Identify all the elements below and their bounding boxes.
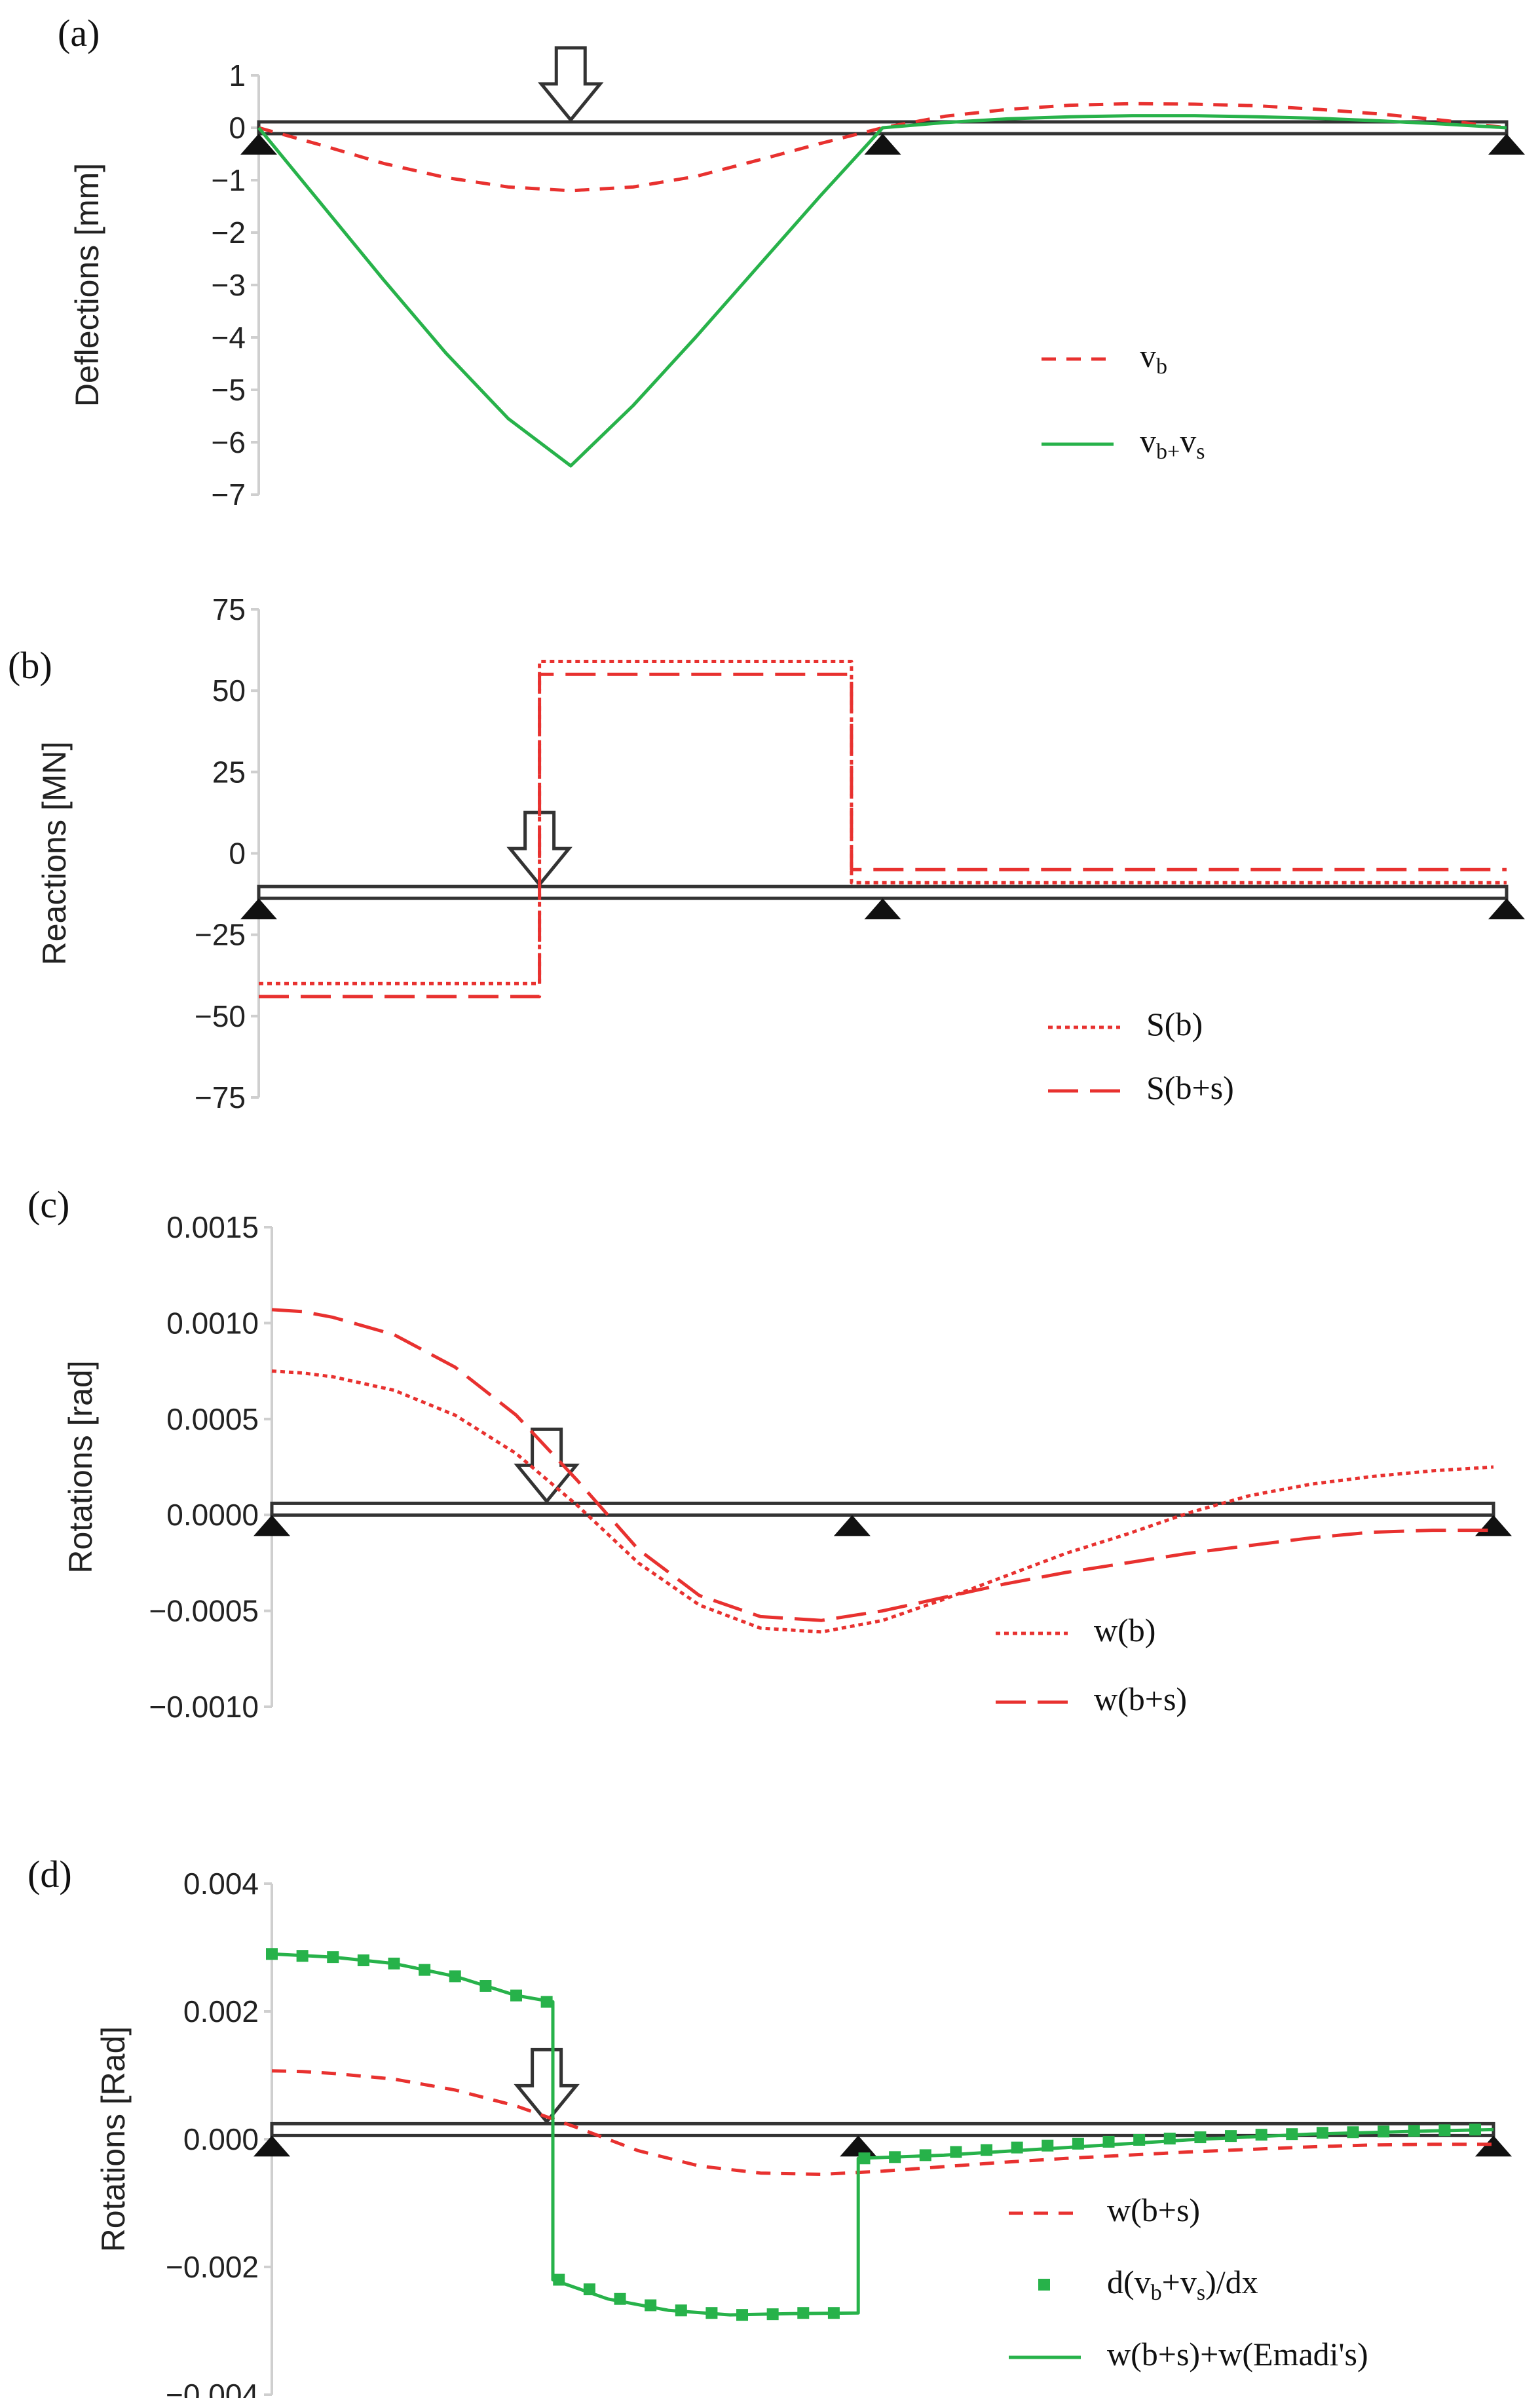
y-tick-label: −0.0005 [149,1594,259,1628]
y-tick-label: −4 [212,320,246,354]
legend-text: v [1140,423,1156,459]
y-tick-label: −50 [195,999,246,1033]
y-axis-label: Deflections [mm] [69,163,105,407]
panel-label: (c) [28,1183,69,1226]
legend-label: w(b+s) [1094,1681,1187,1717]
chart-panel-b: (b) 75 50 25 0 −25 −50 −75 Reactions [MN] S(b) S(b… [8,592,1525,1114]
support-triangle [840,2135,877,2157]
support-triangle [833,1515,871,1536]
legend-subscript: b+ [1156,440,1180,464]
legend-text: w(b+s) [1094,1681,1187,1717]
y-tick-label: −1 [212,163,246,197]
y-tick-label: −6 [212,425,246,459]
series-line [258,102,1507,193]
legend-text: w(b) [1094,1612,1155,1648]
y-tick-label: 0.000 [183,2122,259,2156]
y-axis-label: Reactions [MN] [36,742,73,966]
y-tick-label: −7 [212,478,246,512]
series-line [259,660,1507,985]
load-arrow [514,1427,580,1504]
y-axis-label: Rotations [Rad] [95,2027,132,2253]
legend-subscript: b [1156,354,1167,379]
y-tick-label: −2 [212,216,246,250]
series-line [271,1308,1493,1622]
legend-subscript: s [1197,2281,1205,2305]
series-line [271,1952,1494,2317]
legend-label: S(b+s) [1146,1069,1234,1106]
y-tick-label: −3 [212,268,246,302]
y-tick-label: 75 [212,592,246,626]
support-triangle [240,898,277,920]
y-tick-label: 0 [229,111,246,145]
y-tick-label: 0.004 [183,1867,259,1901]
y-tick-label: 0.0000 [166,1498,259,1532]
beam [257,885,1509,900]
legend-subscript: b [1151,2281,1162,2305]
y-tick-label: −75 [195,1080,246,1114]
load-arrow [514,2047,580,2125]
legend-text: w(b+s)+w(Emadi's) [1107,2336,1368,2372]
legend-label: w(b+s) [1107,2192,1200,2228]
support-triangle [1488,134,1525,155]
support-triangle [1475,2135,1512,2157]
beam [270,1501,1495,1517]
series-line [259,672,1507,999]
legend-label: S(b) [1146,1006,1203,1042]
legend-marker [1038,2279,1050,2291]
load-arrow [537,46,604,123]
legend-text: S(b+s) [1146,1069,1234,1106]
y-tick-label: −0.0010 [149,1690,259,1724]
y-tick-label: −25 [195,918,246,952]
data-point [266,1948,278,1960]
data-point [1194,2131,1207,2144]
legend-subscript: s [1196,440,1205,464]
y-tick-label: 1 [229,58,246,92]
support-triangle [1488,898,1525,920]
y-tick-label: −5 [212,373,246,407]
y-tick-label: 25 [212,755,246,789]
y-tick-label: 0.0005 [166,1402,259,1436]
series-line [271,1369,1494,1634]
y-tick-label: 50 [212,674,246,708]
support-triangle [1475,1515,1512,1536]
legend-label: w(b) [1094,1612,1155,1648]
y-tick-label: 0 [229,837,246,871]
support-triangle [864,134,901,155]
legend-text: d(v [1107,2264,1151,2300]
y-tick-label: −0.004 [166,2378,259,2398]
legend-text: w(b+s) [1107,2192,1200,2228]
legend-text: )/dx [1205,2264,1258,2300]
support-triangle [240,134,277,155]
legend-label: vb [1140,337,1167,379]
legend-text: v [1180,423,1196,459]
legend-text: +v [1162,2264,1197,2300]
chart-panel-d: (d) 0.004 0.002 0.000 −0.002 −0.004 Rotations … [28,1853,1512,2398]
series-line [271,2069,1493,2177]
y-axis-label: Rotations [rad] [62,1360,99,1573]
panel-label: (a) [58,12,100,54]
series-line [257,114,1507,468]
legend-text: v [1140,337,1156,374]
support-triangle [864,898,901,920]
legend-label: d(vb+vs)/dx [1107,2264,1258,2305]
chart-panel-c: (c) 0.0015 0.0010 0.0005 0.0000 −0.0005 −0.001… [28,1183,1512,1724]
y-tick-label: 0.0010 [166,1306,259,1340]
support-triangle [254,1515,290,1536]
support-triangle [254,2135,290,2157]
legend-label: w(b+s)+w(Emadi's) [1107,2336,1368,2372]
y-tick-label: 0.0015 [166,1210,259,1244]
y-tick-label: −0.002 [166,2250,259,2284]
panel-label: (d) [28,1853,72,1895]
legend-text: S(b) [1146,1006,1203,1042]
y-tick-label: 0.002 [183,1994,259,2028]
panel-label: (b) [8,644,52,687]
legend-label: vb+vs [1140,423,1205,464]
